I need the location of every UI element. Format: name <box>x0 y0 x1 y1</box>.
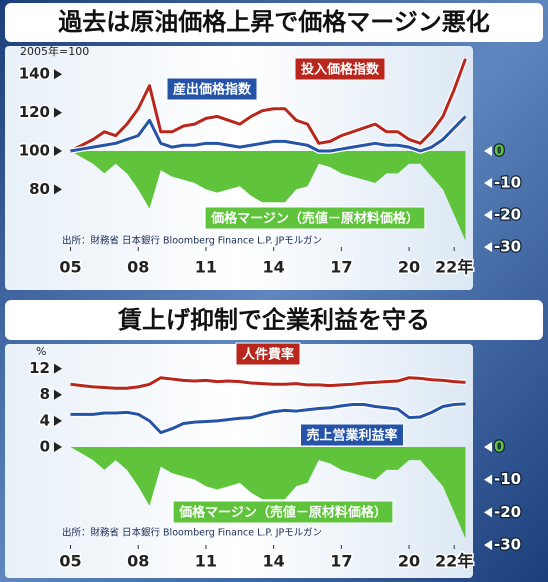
y2-tick-label: 0 <box>494 438 504 456</box>
legend-label: 売上営業利益率 <box>306 428 397 444</box>
chart-title: 賃上げ抑制で企業利益を守る <box>117 306 430 334</box>
y-tick-mark <box>54 184 62 195</box>
source-note: 出所：財務省 日本銀行 Bloomberg Finance L.P. JPモルガ… <box>62 527 322 539</box>
title-box <box>5 3 543 42</box>
y-tick-mark <box>54 389 62 400</box>
y2-tick-mark <box>484 210 492 220</box>
y-tick-label: 120 <box>19 103 50 121</box>
line <box>70 402 466 435</box>
legend-box <box>166 77 258 101</box>
y-tick-mark <box>54 363 62 374</box>
y2-tick-label: -20 <box>494 206 521 224</box>
legend-label: 人件費率 <box>242 347 294 363</box>
y2-tick-label: -10 <box>494 174 521 192</box>
y-axis-label: 2005年=100 <box>20 44 89 58</box>
legend-box <box>294 57 386 81</box>
x-tick-label: 11 <box>195 258 217 277</box>
legend-label: 価格マージン（売値－原材料価格） <box>178 505 387 521</box>
y-tick-mark <box>54 146 62 156</box>
x-tick-label: 14 <box>263 552 285 571</box>
x-tick-label: 17 <box>330 258 352 277</box>
legend-box <box>299 423 405 447</box>
legend-box <box>172 500 394 524</box>
legend-label: 投入価格指数 <box>301 62 380 78</box>
line <box>70 115 467 153</box>
y-tick-label: 80 <box>29 180 50 198</box>
y2-tick-label: -30 <box>494 238 521 256</box>
y2-tick-label: -10 <box>494 470 521 488</box>
legend-box <box>235 342 301 366</box>
title-box <box>5 300 543 340</box>
y-tick-mark <box>54 107 62 118</box>
y-tick-mark <box>54 69 62 80</box>
y-tick-mark <box>54 442 62 452</box>
y-tick-label: 4 <box>40 411 50 429</box>
x-tick-label: 20 <box>398 552 420 571</box>
y-axis-label: % <box>36 345 46 358</box>
x-tick-label: 05 <box>59 552 81 571</box>
y2-tick-mark <box>484 474 492 485</box>
y2-tick-mark <box>484 507 492 518</box>
x-tick-label: 08 <box>127 258 149 277</box>
area <box>70 151 466 241</box>
x-tick-label: 14 <box>263 258 285 277</box>
x-tick-label: 05 <box>59 258 81 277</box>
x-tick-label: 20 <box>398 258 420 277</box>
area <box>70 447 466 539</box>
line <box>70 376 466 390</box>
legend-label: 産出価格指数 <box>173 82 252 98</box>
y2-tick-mark <box>484 146 492 156</box>
source-note: 出所：財務省 日本銀行 Bloomberg Finance L.P. JPモルガ… <box>62 235 322 247</box>
legend-box <box>204 206 426 230</box>
x-tick-label: 22年 <box>435 552 473 571</box>
y-tick-label: 140 <box>19 65 50 83</box>
line <box>69 58 467 153</box>
y2-tick-label: -30 <box>494 536 521 554</box>
y-tick-label: 100 <box>19 142 50 160</box>
y2-tick-mark <box>484 442 492 452</box>
y-tick-label: 12 <box>29 359 50 377</box>
x-tick-label: 08 <box>127 552 149 571</box>
y2-tick-mark <box>484 540 492 550</box>
y-tick-label: 0 <box>40 438 50 456</box>
y-tick-label: 8 <box>40 385 50 403</box>
y-tick-mark <box>54 415 62 426</box>
y2-tick-label: -20 <box>494 503 521 521</box>
y2-tick-mark <box>484 178 492 188</box>
x-tick-label: 11 <box>195 552 217 571</box>
y2-tick-mark <box>484 242 492 252</box>
legend-label: 価格マージン（売値－原材料価格） <box>210 211 419 227</box>
chart-title: 過去は原油価格上昇で価格マージン悪化 <box>58 8 490 36</box>
x-tick-label: 22年 <box>435 258 473 277</box>
x-tick-label: 17 <box>330 552 352 571</box>
y2-tick-label: 0 <box>494 142 504 160</box>
